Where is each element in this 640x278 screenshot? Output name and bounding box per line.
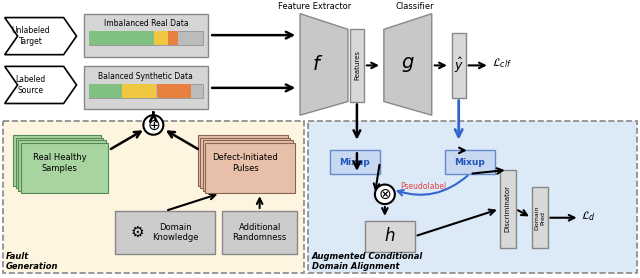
Text: $\mathcal{L}_{clf}$: $\mathcal{L}_{clf}$ [492, 56, 511, 70]
Text: Defect-Initiated
Pulses: Defect-Initiated Pulses [212, 153, 278, 173]
Text: $\otimes$: $\otimes$ [378, 187, 392, 202]
FancyBboxPatch shape [308, 121, 637, 273]
Text: $f$: $f$ [312, 55, 324, 74]
Polygon shape [4, 66, 77, 103]
Text: $g$: $g$ [401, 55, 415, 74]
Text: Labeled
Source: Labeled Source [15, 75, 45, 95]
Polygon shape [300, 14, 348, 115]
Text: Feature Extractor: Feature Extractor [278, 2, 351, 11]
Text: Domain
Knowledge: Domain Knowledge [152, 223, 198, 242]
FancyBboxPatch shape [15, 138, 104, 188]
FancyBboxPatch shape [18, 140, 106, 191]
FancyBboxPatch shape [83, 66, 208, 109]
FancyBboxPatch shape [154, 31, 168, 45]
Text: Real Healthy
Samples: Real Healthy Samples [33, 153, 86, 173]
Text: Imbalanced Real Data: Imbalanced Real Data [104, 19, 188, 28]
Text: ⚙: ⚙ [131, 225, 144, 240]
Text: Additional
Randomness: Additional Randomness [232, 223, 287, 242]
Text: Fault
Generation: Fault Generation [6, 252, 58, 271]
FancyBboxPatch shape [157, 84, 191, 98]
FancyBboxPatch shape [445, 150, 495, 174]
Polygon shape [4, 18, 77, 55]
FancyBboxPatch shape [203, 140, 292, 191]
FancyBboxPatch shape [88, 31, 204, 45]
Text: Features: Features [354, 50, 360, 80]
FancyBboxPatch shape [13, 135, 101, 186]
Text: Unlabeled
Target: Unlabeled Target [12, 26, 50, 46]
Text: Domain
Pred: Domain Pred [534, 205, 545, 230]
FancyBboxPatch shape [168, 31, 179, 45]
FancyBboxPatch shape [205, 143, 295, 193]
Text: Classifier: Classifier [396, 2, 434, 11]
FancyBboxPatch shape [88, 31, 154, 45]
Text: Augmented Conditional
Domain Alignment: Augmented Conditional Domain Alignment [312, 252, 423, 271]
FancyBboxPatch shape [500, 170, 516, 248]
FancyBboxPatch shape [365, 221, 415, 252]
Text: Balanced Synthetic Data: Balanced Synthetic Data [99, 72, 193, 81]
FancyBboxPatch shape [88, 84, 122, 98]
Text: $\mathcal{L}_{d}$: $\mathcal{L}_{d}$ [581, 209, 596, 223]
FancyBboxPatch shape [330, 150, 380, 174]
Text: $h$: $h$ [384, 227, 396, 245]
FancyBboxPatch shape [200, 138, 290, 188]
FancyBboxPatch shape [222, 211, 297, 254]
FancyBboxPatch shape [350, 29, 364, 101]
FancyBboxPatch shape [20, 143, 108, 193]
FancyBboxPatch shape [532, 187, 547, 248]
Text: Mixup: Mixup [454, 158, 485, 167]
FancyBboxPatch shape [452, 33, 466, 98]
Text: $\hat{y}$: $\hat{y}$ [454, 56, 463, 75]
FancyBboxPatch shape [122, 84, 156, 98]
Text: Mixup: Mixup [340, 158, 371, 167]
Polygon shape [384, 14, 432, 115]
FancyBboxPatch shape [198, 135, 287, 186]
Circle shape [375, 185, 395, 204]
FancyBboxPatch shape [3, 121, 304, 273]
Text: Discriminator: Discriminator [504, 185, 511, 232]
FancyBboxPatch shape [88, 84, 204, 98]
FancyBboxPatch shape [115, 211, 215, 254]
Text: $\oplus$: $\oplus$ [147, 118, 160, 133]
Text: Pseudolabel: Pseudolabel [400, 182, 446, 191]
FancyBboxPatch shape [83, 14, 208, 57]
Circle shape [143, 115, 163, 135]
